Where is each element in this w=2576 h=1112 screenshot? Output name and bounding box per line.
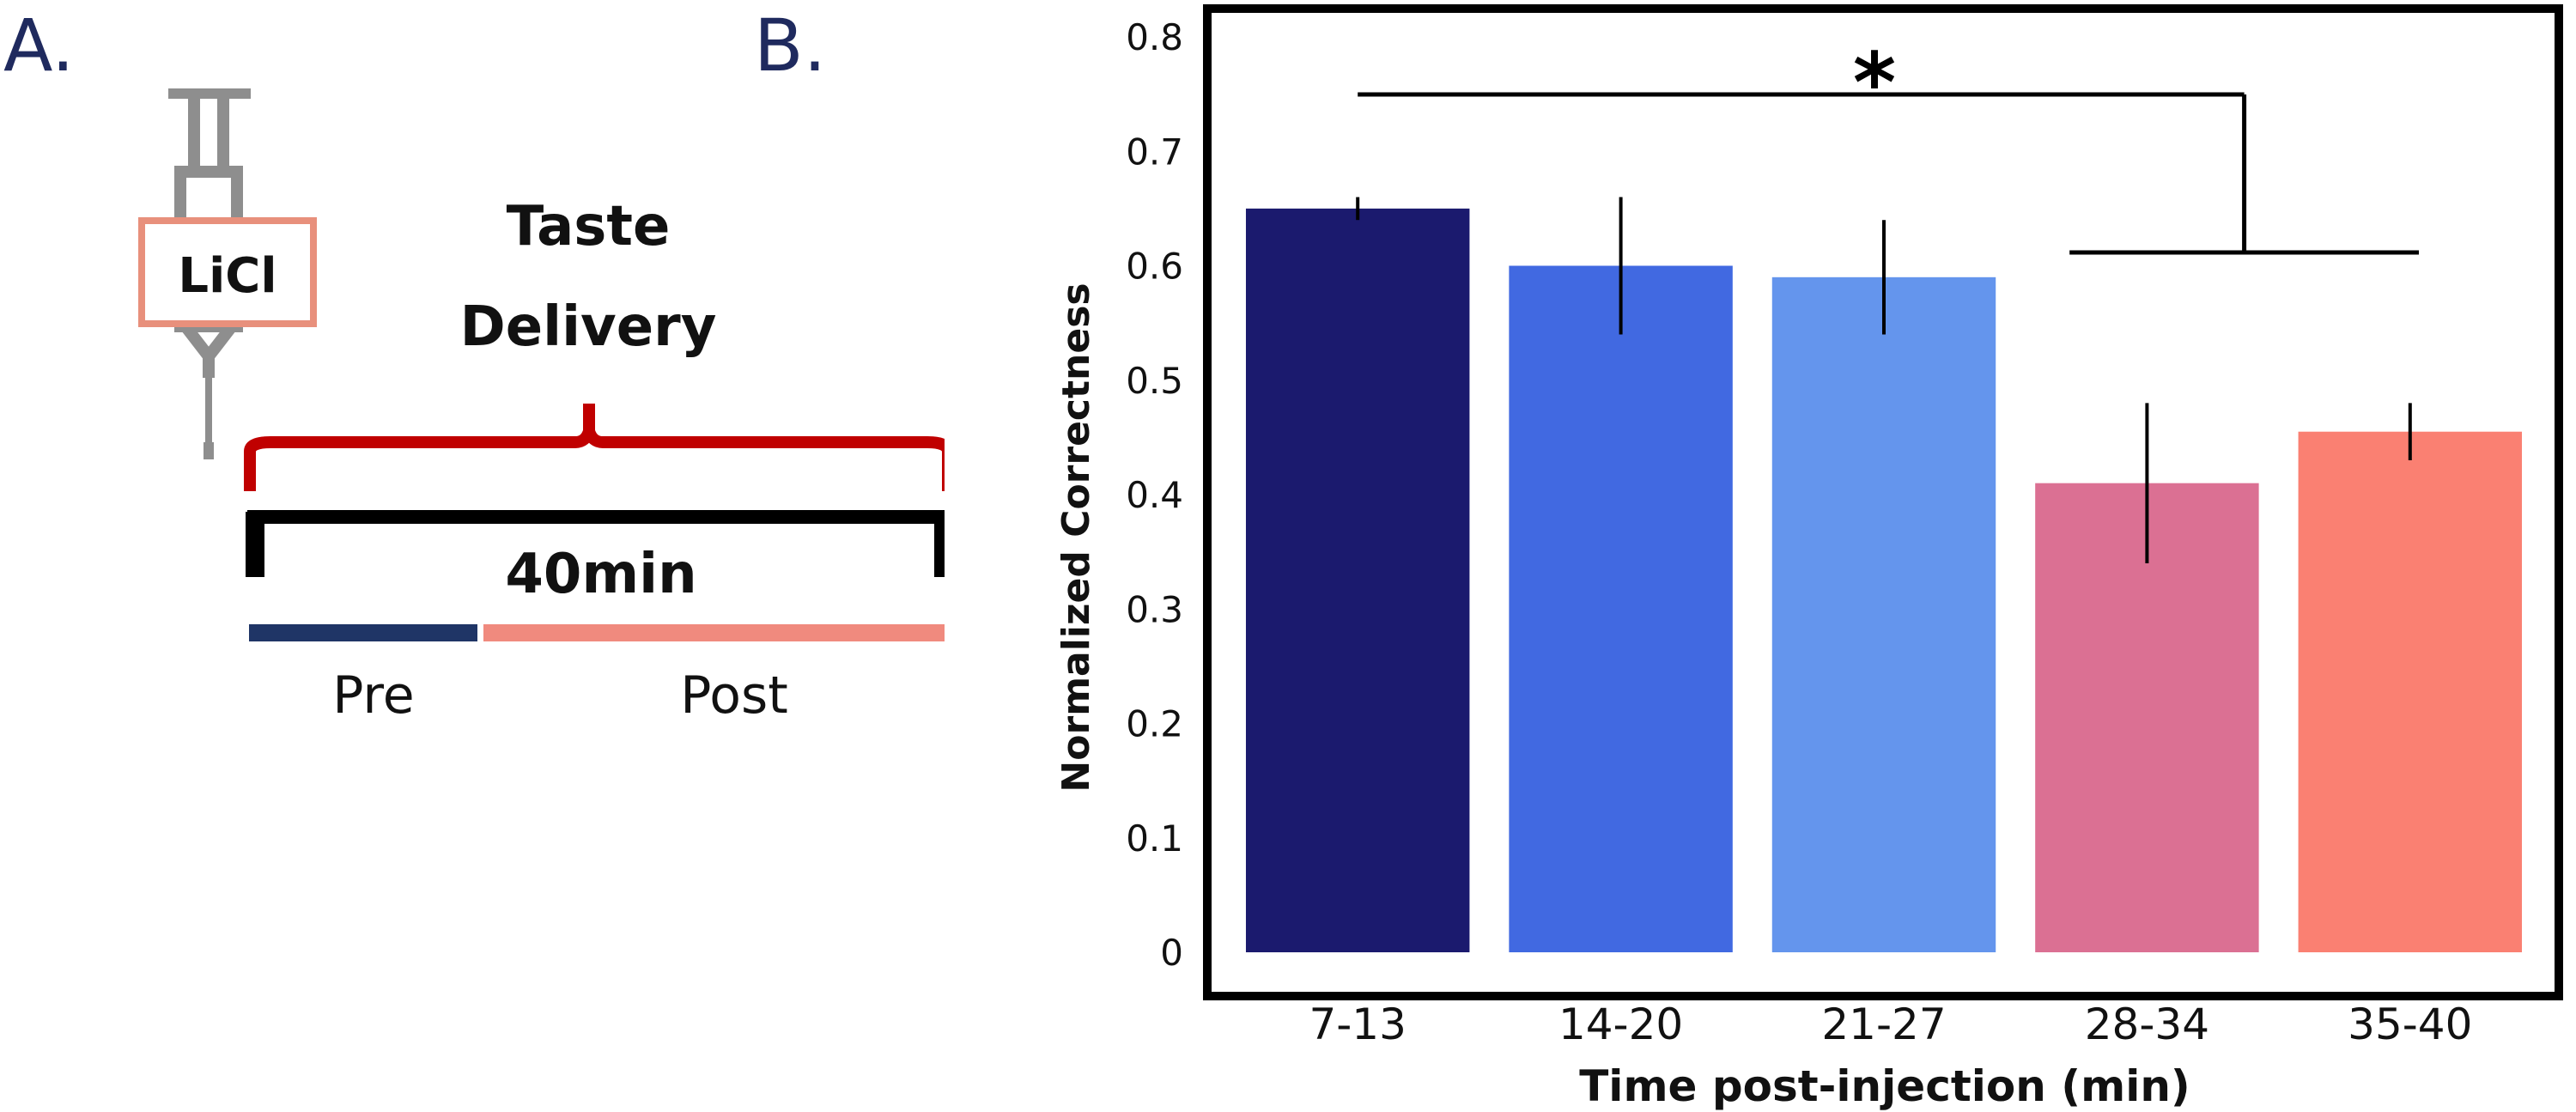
y-axis-ticks: 0 0.1 0.2 0.3 0.4 0.5 0.6 0.7 0.8: [1126, 16, 1183, 974]
y-tick-label: 0.2: [1126, 703, 1183, 745]
y-tick-label: 0.8: [1126, 16, 1183, 58]
bar-21-27: [1771, 276, 1996, 952]
y-tick-label: 0: [1160, 932, 1183, 974]
y-tick-label: 0.5: [1126, 360, 1183, 402]
x-tick-label: 21-27: [1821, 1000, 1946, 1049]
y-tick-label: 0.7: [1126, 131, 1183, 173]
panel-a-label: A.: [3, 3, 75, 88]
taste-delivery-line2: Delivery: [460, 295, 717, 359]
y-tick-label: 0.1: [1126, 817, 1183, 860]
y-tick-label: 0.3: [1126, 588, 1183, 630]
duration-label: 40min: [505, 543, 696, 606]
x-axis-label: Time post-injection (min): [1579, 1061, 2190, 1111]
panel-b-label: B.: [754, 3, 827, 88]
timeline-diagram: LiCl Taste Delivery 40min Pre Post: [138, 88, 945, 726]
post-label: Post: [680, 665, 788, 726]
bar-35-40: [2298, 431, 2523, 952]
y-axis-label: Normalized Correctness: [1054, 283, 1098, 792]
x-tick-label: 28-34: [2085, 1000, 2209, 1049]
taste-delivery-line1: Taste: [507, 195, 671, 258]
bars: [1245, 208, 2523, 952]
x-tick-label: 14-20: [1558, 1000, 1683, 1049]
x-tick-label: 35-40: [2348, 1000, 2472, 1049]
licl-label: LiCl: [178, 248, 276, 304]
plot-frame: [1203, 4, 2563, 1000]
significance-bracket: [1358, 92, 2420, 255]
significance-asterisk: *: [1853, 35, 1896, 131]
bar-14-20: [1509, 265, 1733, 952]
bar-7-13: [1245, 208, 1470, 952]
error-bars: [1356, 197, 2412, 563]
y-tick-label: 0.6: [1126, 246, 1183, 288]
licl-box: [138, 217, 317, 327]
pre-label: Pre: [332, 665, 414, 726]
curly-brace-icon: [244, 404, 945, 491]
duration-bracket: [246, 510, 945, 577]
y-tick-label: 0.4: [1126, 474, 1183, 516]
x-axis-ticks: 7-13 14-20 21-27 28-34 35-40: [1309, 1000, 2472, 1049]
x-tick-label: 7-13: [1309, 1000, 1406, 1049]
